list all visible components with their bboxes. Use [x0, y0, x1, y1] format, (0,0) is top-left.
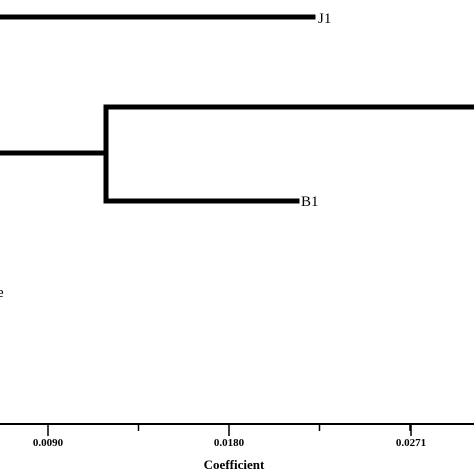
- axis-minor-ticks: [137, 424, 411, 431]
- axis-tick-label-2: 0.0180: [214, 437, 245, 449]
- leaf-label-j1: J1: [318, 11, 331, 27]
- leaf-label-b1: B1: [301, 194, 319, 210]
- axis-tick-label-1: 0.0090: [33, 437, 64, 449]
- axis-title: Coefficient: [204, 457, 265, 472]
- axis-tick-label-3: 0.0271: [396, 437, 426, 449]
- leaf-label-partial: e: [0, 285, 4, 301]
- coefficient-axis: 0.0090 0.0180 0.0271 Coefficient: [0, 423, 474, 472]
